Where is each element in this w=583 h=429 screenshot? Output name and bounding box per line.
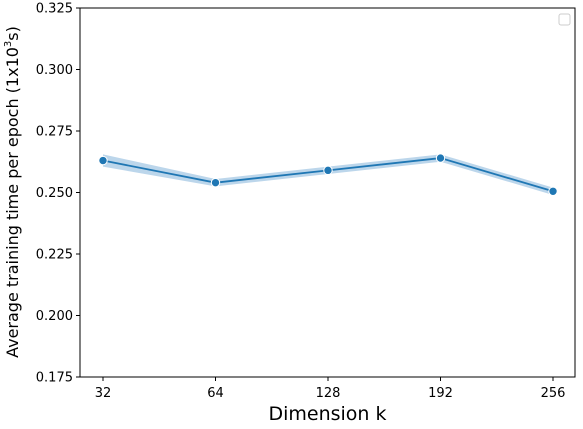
y-tick-label: 0.200 <box>36 309 73 324</box>
x-tick-label: 128 <box>316 386 341 401</box>
legend-box <box>558 13 571 26</box>
y-tick-label: 0.300 <box>36 63 73 78</box>
y-tick-label: 0.250 <box>36 186 73 201</box>
y-tick-label: 0.175 <box>36 371 73 386</box>
x-tick-label: 32 <box>95 386 112 401</box>
y-axis-label: Average training time per epoch (1x103s) <box>3 26 22 358</box>
y-tick-label: 0.225 <box>36 248 73 263</box>
x-tick-label: 192 <box>428 386 453 401</box>
series-marker-layer <box>98 153 558 196</box>
x-tick-label: 256 <box>541 386 566 401</box>
data-point-marker <box>548 186 558 196</box>
y-axis-ticks: 0.175 0.200 0.225 0.250 0.275 0.300 0.325 <box>36 2 80 386</box>
x-tick-label: 64 <box>207 386 224 401</box>
y-tick-label: 0.275 <box>36 125 73 140</box>
y-tick-label: 0.325 <box>36 2 73 17</box>
data-point-marker <box>210 177 221 188</box>
data-point-marker <box>98 155 108 166</box>
plot-area-frame <box>79 7 576 378</box>
data-point-marker <box>323 165 333 176</box>
data-point-marker <box>435 153 446 163</box>
x-axis-label: Dimension k <box>268 403 386 425</box>
x-axis-ticks: 32 64 128 192 256 <box>95 377 566 401</box>
